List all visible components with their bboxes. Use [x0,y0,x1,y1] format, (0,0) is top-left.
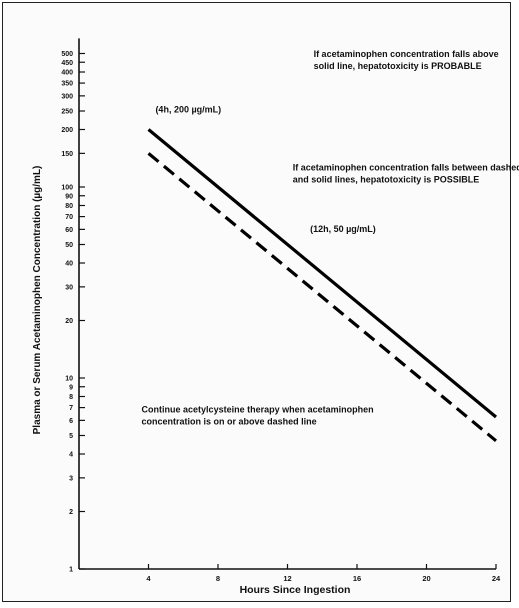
y-tick-label: 30 [65,284,73,291]
annotation-point-12h: (12h, 50 µg/mL) [310,224,376,234]
annotation-line: solid line, hepatotoxicity is PROBABLE [314,61,482,71]
y-tick-label: 2 [69,509,73,516]
annotation-point-4h: (4h, 200 µg/mL) [155,105,221,115]
axes [78,38,496,570]
annotation-continue: Continue acetylcysteine therapy when ace… [142,404,374,426]
dashed-line [147,152,498,443]
solid-line [147,128,498,419]
x-tick-label: 12 [283,574,291,583]
y-tick-label: 20 [65,318,73,325]
y-tick-label: 9 [69,384,73,391]
y-tick-label: 3 [69,475,73,482]
y-tick-label: 6 [69,418,73,425]
y-tick-label: 350 [61,81,73,88]
y-tick-label: 250 [61,109,73,116]
annotation-line: (12h, 50 µg/mL) [310,224,376,234]
y-tick-label: 4 [69,452,73,459]
annotation-possible: If acetaminophen concentration falls bet… [293,163,519,185]
y-tick-label: 5 [69,433,73,440]
y-tick-label: 60 [65,227,73,234]
y-axis-label: Plasma or Serum Acetaminophen Concentrat… [32,166,43,435]
series-lines [147,128,498,443]
y-tick-label: 100 [61,185,73,192]
chart-frame [2,2,511,602]
y-tick-label: 8 [69,394,73,401]
y-tick-label: 70 [65,214,73,221]
y-tick-label: 40 [65,261,73,268]
y-tick-label: 80 [65,203,73,210]
x-tick-label: 16 [353,574,361,583]
x-tick-label: 8 [216,574,220,583]
y-tick-label: 7 [69,405,73,412]
annotation-line: concentration is on or above dashed line [142,416,317,426]
x-axis-label: Hours Since Ingestion [240,584,351,596]
y-tick-label: 300 [61,93,73,100]
x-tick-label: 4 [146,574,151,583]
y-tick-label: 10 [65,376,73,383]
x-tick-label: 24 [492,574,501,583]
y-tick-label: 90 [65,193,73,200]
y-tick-label: 50 [65,242,73,249]
y-tick-label: 200 [61,127,73,134]
y-tick-label: 400 [61,70,73,77]
x-tick-label: 20 [422,574,430,583]
annotation-line: If acetaminophen concentration falls bet… [293,163,519,173]
annotation-line: and solid lines, hepatotoxicity is POSSI… [293,175,480,185]
y-tick-label: 1 [69,567,73,574]
annotation-line: (4h, 200 µg/mL) [155,105,221,115]
annotations: If acetaminophen concentration falls abo… [142,49,519,427]
annotation-line: If acetaminophen concentration falls abo… [314,49,499,59]
ticks: 1234567891020304050607080901001502002503… [61,51,501,583]
y-tick-label: 150 [61,151,73,158]
y-tick-label: 500 [61,51,73,58]
annotation-probable: If acetaminophen concentration falls abo… [314,49,499,71]
annotation-line: Continue acetylcysteine therapy when ace… [142,404,374,414]
y-tick-label: 450 [61,60,73,67]
